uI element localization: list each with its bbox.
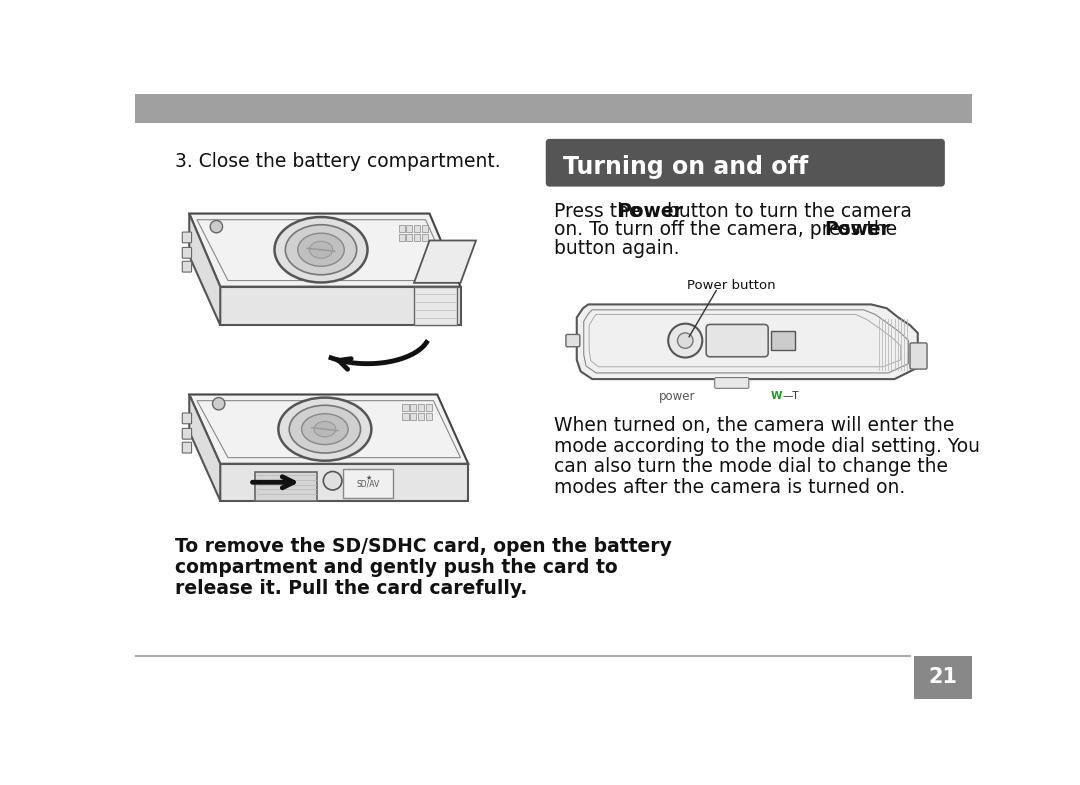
Text: on. To turn off the camera, press the: on. To turn off the camera, press the bbox=[554, 221, 903, 239]
FancyBboxPatch shape bbox=[183, 247, 191, 258]
Bar bbox=[399, 225, 405, 232]
Text: Power: Power bbox=[824, 221, 890, 239]
Circle shape bbox=[323, 472, 342, 490]
FancyBboxPatch shape bbox=[343, 469, 393, 498]
Bar bbox=[770, 331, 795, 350]
Text: Power button: Power button bbox=[688, 279, 777, 292]
Circle shape bbox=[213, 397, 225, 410]
Polygon shape bbox=[189, 214, 460, 287]
Ellipse shape bbox=[309, 241, 333, 258]
FancyBboxPatch shape bbox=[706, 324, 768, 356]
FancyBboxPatch shape bbox=[183, 261, 191, 272]
FancyBboxPatch shape bbox=[910, 343, 927, 369]
Circle shape bbox=[677, 333, 693, 349]
Ellipse shape bbox=[301, 414, 348, 444]
Text: W: W bbox=[770, 391, 782, 401]
Bar bbox=[255, 472, 318, 501]
Text: compartment and gently push the card to: compartment and gently push the card to bbox=[175, 558, 618, 577]
Bar bbox=[414, 235, 420, 241]
FancyBboxPatch shape bbox=[183, 413, 191, 424]
Bar bbox=[135, 94, 972, 123]
Bar bbox=[426, 413, 432, 420]
Text: 21: 21 bbox=[928, 667, 957, 687]
Bar bbox=[403, 403, 408, 411]
Ellipse shape bbox=[289, 405, 361, 453]
Text: Power: Power bbox=[617, 202, 683, 221]
Polygon shape bbox=[189, 395, 220, 501]
Polygon shape bbox=[189, 395, 469, 464]
Polygon shape bbox=[220, 464, 469, 501]
Ellipse shape bbox=[298, 233, 345, 266]
Text: button to turn the camera: button to turn the camera bbox=[661, 202, 913, 221]
Bar bbox=[406, 235, 413, 241]
FancyBboxPatch shape bbox=[183, 429, 191, 439]
Polygon shape bbox=[220, 287, 460, 325]
Text: Press the: Press the bbox=[554, 202, 646, 221]
FancyBboxPatch shape bbox=[545, 139, 945, 187]
Text: release it. Pull the card carefully.: release it. Pull the card carefully. bbox=[175, 579, 528, 598]
FancyBboxPatch shape bbox=[566, 334, 580, 347]
Ellipse shape bbox=[274, 217, 367, 283]
Bar bbox=[422, 225, 428, 232]
Text: When turned on, the camera will enter the: When turned on, the camera will enter th… bbox=[554, 416, 954, 435]
Ellipse shape bbox=[285, 225, 356, 275]
Polygon shape bbox=[414, 240, 476, 283]
Polygon shape bbox=[577, 305, 918, 379]
FancyBboxPatch shape bbox=[183, 232, 191, 243]
Text: can also turn the mode dial to change the: can also turn the mode dial to change th… bbox=[554, 458, 947, 476]
Bar bbox=[410, 413, 416, 420]
Bar bbox=[406, 225, 413, 232]
Ellipse shape bbox=[314, 422, 336, 436]
Text: —T: —T bbox=[782, 391, 799, 401]
Text: button again.: button again. bbox=[554, 239, 679, 257]
Bar bbox=[914, 656, 972, 699]
Bar bbox=[426, 403, 432, 411]
Polygon shape bbox=[414, 287, 457, 325]
Circle shape bbox=[669, 323, 702, 357]
Bar bbox=[403, 413, 408, 420]
Text: 3. Close the battery compartment.: 3. Close the battery compartment. bbox=[175, 152, 501, 171]
Circle shape bbox=[211, 221, 222, 233]
Bar bbox=[422, 235, 428, 241]
Polygon shape bbox=[189, 214, 220, 325]
Text: power: power bbox=[659, 389, 696, 403]
Bar bbox=[414, 225, 420, 232]
Bar bbox=[418, 403, 424, 411]
FancyBboxPatch shape bbox=[183, 442, 191, 453]
FancyBboxPatch shape bbox=[715, 378, 748, 389]
Ellipse shape bbox=[279, 397, 372, 461]
Text: modes after the camera is turned on.: modes after the camera is turned on. bbox=[554, 478, 905, 497]
Bar bbox=[418, 413, 424, 420]
Text: ★: ★ bbox=[365, 475, 372, 480]
Bar bbox=[399, 235, 405, 241]
Text: Turning on and off: Turning on and off bbox=[563, 155, 808, 178]
Text: To remove the SD/SDHC card, open the battery: To remove the SD/SDHC card, open the bat… bbox=[175, 538, 672, 557]
Bar bbox=[410, 403, 416, 411]
Text: SD/AV: SD/AV bbox=[356, 480, 380, 488]
Text: mode according to the mode dial setting. You: mode according to the mode dial setting.… bbox=[554, 436, 980, 455]
